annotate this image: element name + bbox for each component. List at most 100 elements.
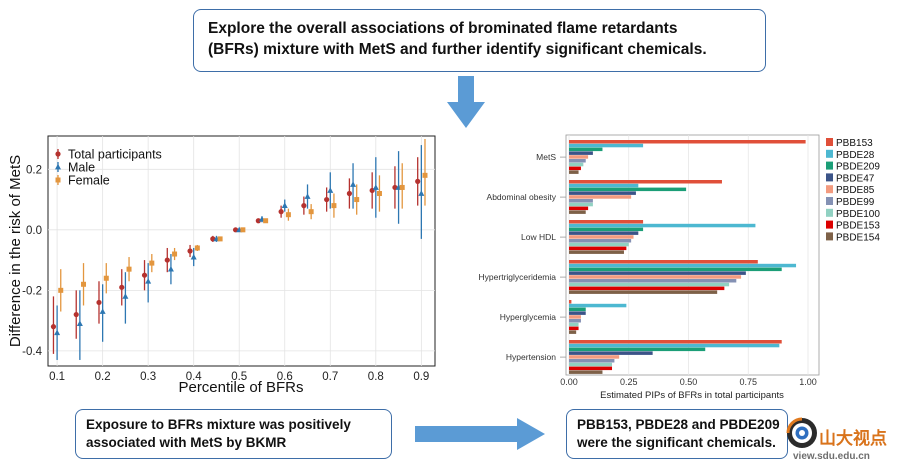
female-point <box>308 209 314 215</box>
pbde47-bar-hypertension <box>569 351 653 355</box>
objective-line-2: (BFRs) mixture with MetS and further ide… <box>208 41 707 58</box>
right-category-label-abdominal-obesity: Abdominal obesity <box>487 192 557 202</box>
pbde154-bar-hypertension <box>569 370 603 374</box>
total-participants-legend-marker <box>55 151 61 157</box>
pbde153-bar-mets <box>569 166 581 171</box>
pbde100-bar-mets <box>569 162 584 167</box>
right-arrow <box>415 418 545 450</box>
pbde100-bar-low-hdl <box>569 242 629 247</box>
total-participants-point <box>278 209 284 215</box>
male-point <box>54 329 61 336</box>
right-legend: PBB153PBDE28PBDE209PBDE47PBDE85PBDE99PBD… <box>826 138 880 243</box>
pbde47-bar-low-hdl <box>569 231 639 235</box>
pbde100-legend-label: PBDE100 <box>836 209 880 220</box>
male-point <box>76 320 83 327</box>
right-category-label-low-hdl: Low HDL <box>521 232 556 242</box>
male-point <box>372 184 379 190</box>
right-x-tick-label: 0.00 <box>560 377 578 387</box>
right-category-label-mets: MetS <box>536 152 556 162</box>
right-x-tick-label: 1.00 <box>799 377 817 387</box>
pbde28-bar-mets <box>569 143 644 148</box>
pbb153-legend-swatch <box>826 138 833 146</box>
left-y-tick-label: -0.2 <box>22 285 42 297</box>
pbde100-bar-hypertriglyceridemia <box>569 282 730 287</box>
female-point <box>285 212 291 218</box>
pbde209-bar-mets <box>569 147 603 152</box>
pbde100-bar-hypertension <box>569 362 613 367</box>
female-point <box>103 275 109 281</box>
pbde85-legend-swatch <box>826 185 833 194</box>
pbde100-bar-hyperglycemia <box>569 322 579 327</box>
pbde28-bar-hypertriglyceridemia <box>569 263 797 268</box>
female-point <box>354 197 360 203</box>
male-point <box>167 265 174 272</box>
male-point <box>281 202 288 209</box>
male-point <box>145 278 152 284</box>
female-point <box>81 281 87 287</box>
left-x-tick-label: 0.7 <box>322 371 338 383</box>
pbb153-bar-hypertriglyceridemia <box>569 260 758 264</box>
right-category-label-hyperglycemia: Hyperglycemia <box>500 312 556 322</box>
right-x-tick-label: 0.25 <box>620 377 638 387</box>
pbb153-bar-hypertension <box>569 340 782 344</box>
pbde153-legend-label: PBDE153 <box>836 221 880 232</box>
total-participants-point <box>187 248 193 254</box>
pbde28-legend-swatch <box>826 149 833 158</box>
pbde99-legend-label: PBDE99 <box>836 197 875 208</box>
pbde99-bar-low-hdl <box>569 239 632 243</box>
left-y-tick-label: 0.0 <box>26 225 42 237</box>
male-legend-marker <box>55 163 61 170</box>
left-marks <box>50 139 428 360</box>
total-participants-point <box>301 203 307 209</box>
pbde47-legend-label: PBDE47 <box>836 173 875 184</box>
pbde85-legend-label: PBDE85 <box>836 185 875 196</box>
left-x-tick-label: 0.9 <box>413 371 429 383</box>
left-x-tick-label: 0.3 <box>140 371 156 383</box>
pbde85-bar-hypertriglyceridemia <box>569 275 742 279</box>
total-participants-point <box>324 196 330 203</box>
right-x-tick-label: 0.75 <box>739 377 757 387</box>
female-point <box>376 191 382 196</box>
pbde153-bar-abdominal-obesity <box>569 206 589 211</box>
right-x-tick-label: 0.50 <box>680 377 698 387</box>
pbde154-bar-abdominal-obesity <box>569 210 586 214</box>
pbde85-bar-hyperglycemia <box>569 315 581 319</box>
pbb153-legend-label: PBB153 <box>836 138 873 149</box>
pbb153-bar-abdominal-obesity <box>569 180 722 184</box>
female-point <box>422 172 428 178</box>
pbde47-bar-mets <box>569 151 593 155</box>
conclusion-chemicals-line-1: PBB153, PBDE28 and PBDE209 <box>577 417 780 432</box>
female-legend-marker <box>55 177 61 183</box>
left-y-tick-label: 0.2 <box>26 164 42 176</box>
pbde153-bar-hypertension <box>569 366 613 371</box>
right-x-axis-label: Estimated PIPs of BFRs in total particip… <box>600 390 784 401</box>
total-participants-point <box>73 311 79 318</box>
female-point <box>399 184 405 190</box>
right-plot-panel <box>565 134 820 376</box>
pbde99-bar-hypertension <box>569 359 615 363</box>
pbde209-legend-label: PBDE209 <box>836 162 880 173</box>
pbde154-legend-label: PBDE154 <box>836 232 880 243</box>
pbde154-bar-low-hdl <box>569 250 624 254</box>
pbde28-bar-hypertension <box>569 343 780 348</box>
pbde85-bar-low-hdl <box>569 235 634 239</box>
right-ticks: 0.00 0.25 0.50 0.75 1.00 MetS Abdominal obesit… <box>479 152 817 387</box>
total-participants-legend-label: Total participants <box>68 148 162 162</box>
total-participants-point <box>415 178 421 184</box>
total-participants-point <box>141 272 148 278</box>
pbde28-bar-hyperglycemia <box>569 303 627 308</box>
camera-logo-icon <box>786 417 817 448</box>
pbde209-bar-abdominal-obesity <box>569 187 687 192</box>
female-point <box>194 245 200 251</box>
left-y-tick-label: -0.4 <box>22 346 42 358</box>
pbde154-legend-swatch <box>826 232 833 241</box>
right-marks <box>569 140 806 374</box>
pbde209-bar-hyperglycemia <box>569 307 586 312</box>
female-point <box>331 203 337 209</box>
left-y-axis-label: Difference in the risk of MetS <box>7 155 24 347</box>
total-participants-point <box>346 190 353 197</box>
left-x-axis-label: Percentile of BFRs <box>178 379 303 396</box>
pbde85-bar-hypertension <box>569 355 620 359</box>
pbde85-bar-mets <box>569 155 589 159</box>
